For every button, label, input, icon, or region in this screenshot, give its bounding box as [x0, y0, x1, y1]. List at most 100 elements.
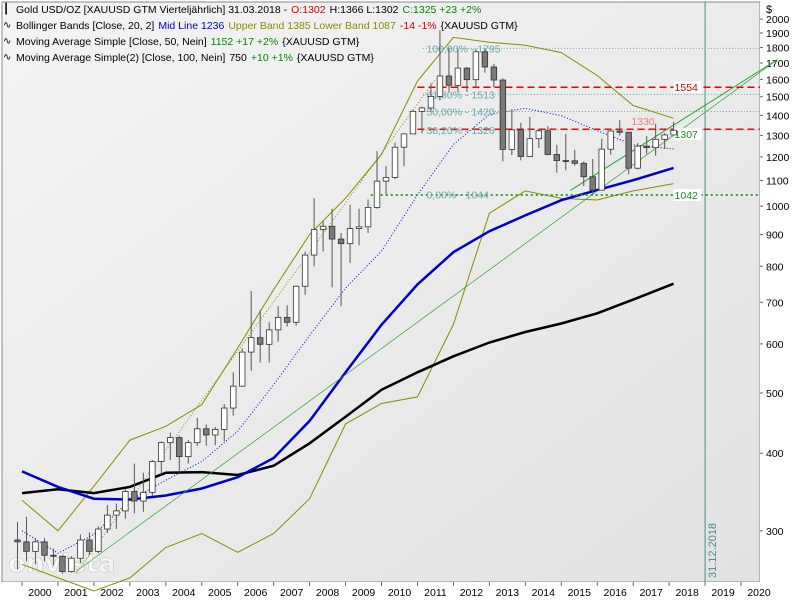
- candle-body: [409, 110, 417, 135]
- y-tick-label: 1000: [766, 201, 790, 213]
- legend-text: 750: [229, 52, 247, 64]
- candle-body: [589, 176, 596, 191]
- y-tick-label: 2000: [766, 14, 790, 26]
- candle-body: [239, 351, 246, 387]
- sma-50-line: [21, 166, 674, 501]
- candle-body: [427, 95, 435, 109]
- legend-text: Bollinger Bands [Close, 20, 2]: [16, 20, 155, 32]
- curve-legend-icon: ∿: [3, 52, 12, 63]
- level-label-bg: [673, 81, 702, 94]
- y-tick-label: 500: [766, 388, 784, 400]
- candle-body: [77, 539, 84, 559]
- y-tick-label: 1800: [766, 43, 790, 55]
- candle-body: [32, 541, 39, 552]
- y-tick-label: 1500: [766, 92, 790, 104]
- legend-text: Upper Band 1385 Lower Band 1087: [228, 20, 396, 32]
- x-tick-label: 2013: [496, 587, 520, 599]
- candle-body: [310, 229, 318, 256]
- legend-text: -14 -1%: [399, 20, 437, 32]
- candle-body: [319, 225, 327, 230]
- x-tick-label: 2015: [568, 587, 592, 599]
- level-label: 1554: [675, 82, 699, 94]
- y-tick-label: 300: [766, 526, 784, 538]
- candle-body: [230, 385, 237, 409]
- legend-row: ∿ Bollinger Bands [Close, 20, 2] Mid Line …: [3, 18, 522, 34]
- y-tick-label: 600: [766, 339, 784, 351]
- candle-body: [571, 160, 578, 164]
- candle-body: [221, 407, 228, 430]
- x-tick-label: 2010: [388, 587, 412, 599]
- x-tick-label: 2014: [532, 587, 556, 599]
- plot-area: [1, 1, 761, 583]
- legend-text: 1152 +17 +2%: [210, 36, 279, 48]
- x-tick-label: 2012: [460, 587, 484, 599]
- candle-body: [50, 554, 57, 557]
- x-tick-label: 2009: [352, 587, 376, 599]
- y-tick-label: 700: [766, 297, 784, 309]
- candle-body: [436, 75, 444, 97]
- trendline-0: [75, 59, 778, 572]
- legend-text: {XAUUSD GTM}: [282, 36, 360, 48]
- candle-body: [248, 337, 255, 353]
- x-tick-label: 2016: [604, 587, 628, 599]
- candle-body: [283, 316, 291, 323]
- x-tick-label: 2011: [424, 587, 447, 599]
- candle-body: [14, 539, 21, 543]
- candle-body: [598, 148, 605, 191]
- chart-legend: ┃ Gold USD/OZ [XAUUSD GTM Vierteljährlich…: [3, 2, 522, 66]
- candle-body: [68, 557, 75, 572]
- x-axis-panel: [2, 582, 798, 598]
- x-tick-label: 2002: [100, 587, 124, 599]
- candle-body: [562, 160, 569, 162]
- candle-body: [391, 146, 399, 178]
- candle-body: [490, 66, 498, 81]
- candle-body: [292, 285, 300, 323]
- date-marker-label: 31.12.2018: [707, 523, 719, 578]
- candle-body: [328, 225, 336, 240]
- curve-legend-icon: ∿: [3, 20, 12, 31]
- candle-body: [634, 145, 641, 169]
- candle-body: [301, 254, 309, 287]
- candle-body: [41, 541, 48, 556]
- candle-body: [616, 130, 623, 133]
- legend-text: O:1302: [291, 4, 326, 16]
- candle-body: [508, 129, 516, 150]
- candle-body: [607, 130, 614, 150]
- candle-body: [400, 133, 408, 148]
- candle-body: [194, 428, 201, 444]
- y-tick-label: 400: [766, 448, 784, 460]
- legend-row: ∿ Moving Average Simple(2) [Close, 100, N…: [3, 50, 522, 66]
- legend-text: Mid Line 1236: [158, 20, 225, 32]
- x-tick-label: 2006: [244, 587, 268, 599]
- candle-body: [580, 162, 587, 178]
- candle-body: [149, 461, 156, 493]
- candle-body: [212, 428, 219, 436]
- y-tick-label: 1600: [766, 74, 790, 86]
- x-tick-label: 2001: [64, 587, 88, 599]
- candle-body: [265, 329, 273, 345]
- candle-body: [454, 67, 462, 86]
- candle-body: [176, 437, 183, 458]
- candle-body: [526, 138, 534, 157]
- legend-row: ┃ Gold USD/OZ [XAUUSD GTM Vierteljährlich…: [3, 2, 522, 18]
- y-tick-label: 1100: [766, 175, 789, 187]
- legend-row: ∿ Moving Average Simple [Close, 50, Nein]…: [3, 34, 522, 50]
- candle-body: [499, 79, 507, 150]
- candle-body: [463, 67, 471, 81]
- curve-legend-icon: ∿: [3, 36, 12, 47]
- currency-symbol: $: [766, 4, 772, 16]
- level-label: 1042: [675, 190, 699, 202]
- candle-body: [625, 131, 632, 169]
- sma-100-line: [21, 282, 675, 495]
- candle-body: [113, 510, 120, 516]
- candle-body: [158, 442, 165, 462]
- candle-body: [274, 316, 282, 331]
- x-tick-label: 2019: [711, 587, 735, 599]
- candle-body: [445, 75, 453, 86]
- y-tick-label: 1300: [766, 130, 790, 142]
- level-label: 38,20% - 1326: [426, 125, 494, 137]
- price-callout-bg: [673, 127, 702, 140]
- candle-legend-icon: ┃: [3, 4, 10, 15]
